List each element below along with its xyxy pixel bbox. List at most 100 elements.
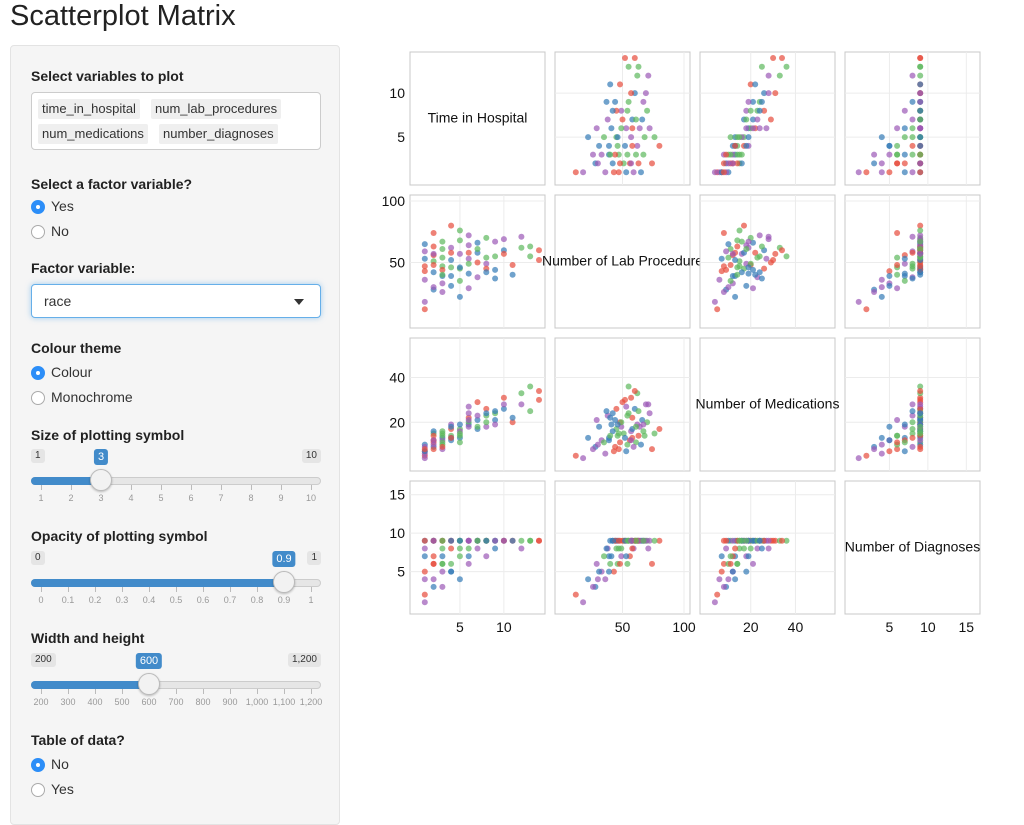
scatter-point <box>752 81 759 88</box>
scatter-point <box>871 446 878 453</box>
scatter-point <box>456 553 463 560</box>
scatter-point <box>917 98 924 105</box>
scatter-point <box>732 142 739 149</box>
scatter-point <box>474 412 481 419</box>
scatter-point <box>456 227 463 234</box>
variable-chip[interactable]: number_diagnoses <box>159 124 278 144</box>
scatter-point <box>909 98 916 105</box>
scatter-point <box>745 98 752 105</box>
factor-variable-select[interactable]: race <box>31 284 321 318</box>
scatter-point <box>729 537 736 544</box>
slider-tick <box>68 689 69 694</box>
colour-option-label: Colour <box>51 364 93 380</box>
scatter-point <box>909 151 916 158</box>
scatter-point <box>756 537 763 544</box>
scatter-point <box>590 151 596 158</box>
scatter-point <box>617 439 623 446</box>
slider-handle[interactable] <box>90 469 112 491</box>
scatter-point <box>609 160 616 167</box>
slider-tick-label: 300 <box>60 697 76 707</box>
scatter-point <box>590 583 596 590</box>
scatter-point <box>909 408 916 415</box>
matrix-panel: Time in Hospital <box>409 51 546 186</box>
scatter-point <box>527 243 534 250</box>
scatter-point <box>606 568 612 575</box>
slider-fill <box>31 681 149 689</box>
scatter-point <box>765 537 772 544</box>
scatter-point <box>909 412 916 419</box>
slider-tick-label: 3 <box>98 493 104 503</box>
opacity-slider[interactable]: 0 1 0.9 0 0.1 0.2 0.3 0.4 0.5 0.6 0.7 0.8 0.9 1 <box>31 551 321 607</box>
scatter-point <box>580 599 587 606</box>
slider-tick <box>311 689 312 694</box>
scatter-point <box>886 282 893 289</box>
scatter-point <box>917 125 924 132</box>
scatter-point <box>758 98 765 105</box>
scatter-point <box>894 262 901 268</box>
scatter-point <box>439 545 446 552</box>
scatter-point <box>585 434 592 441</box>
scatter-point <box>711 599 718 606</box>
scatter-point <box>629 125 636 132</box>
scatter-point <box>783 63 790 70</box>
variables-select-input[interactable]: time_in_hospital num_lab_procedures num_… <box>31 92 321 150</box>
slider-tick-label: 9 <box>278 493 284 503</box>
scatter-point <box>518 233 525 240</box>
scatter-point <box>736 545 743 552</box>
scatter-point <box>448 282 455 289</box>
scatter-point <box>734 151 741 158</box>
scatter-point <box>901 151 908 158</box>
scatter-point <box>509 262 516 268</box>
width-height-slider[interactable]: 200 1,200 600 200 300 400 500 600 700 800 900 1,… <box>31 653 322 709</box>
scatter-point <box>901 439 908 446</box>
scatter-point <box>483 405 490 412</box>
scatter-point <box>720 263 727 270</box>
factor-variable-label: Factor variable: <box>31 260 136 276</box>
scatter-point <box>629 545 636 552</box>
slider-handle[interactable] <box>138 673 160 695</box>
scatter-point <box>745 553 752 560</box>
radio-selected-icon <box>31 758 45 772</box>
variable-chip[interactable]: num_lab_procedures <box>151 99 282 119</box>
scatter-point <box>727 277 734 284</box>
scatter-point <box>754 254 761 261</box>
size-slider[interactable]: 1 10 3 1 2 3 4 5 6 7 8 9 10 <box>31 449 321 505</box>
scatter-point <box>649 560 655 567</box>
scatter-point <box>602 576 609 583</box>
scatter-point <box>656 537 663 544</box>
scatter-point <box>917 238 924 245</box>
variable-chip[interactable]: num_medications <box>38 124 148 144</box>
slider-tick <box>41 689 42 694</box>
matrix-panel <box>554 51 691 186</box>
scatter-point <box>430 284 437 291</box>
scatter-point <box>421 599 428 606</box>
slider-tick <box>122 587 123 592</box>
scatter-point <box>536 396 542 403</box>
variable-chip[interactable]: time_in_hospital <box>38 99 140 119</box>
slider-ticks: 1 2 3 4 5 6 7 8 9 10 <box>31 485 321 503</box>
slider-tick-label: 400 <box>87 697 103 707</box>
scatter-point <box>909 134 916 141</box>
scatter-point <box>602 450 609 457</box>
scatter-point <box>624 107 631 114</box>
scatter-point <box>430 441 437 448</box>
scatter-point <box>456 430 463 437</box>
scatter-point <box>734 560 741 567</box>
factor-question-label: Select a factor variable? <box>31 176 193 192</box>
scatter-point <box>465 285 472 292</box>
scatter-point <box>430 250 437 257</box>
slider-handle[interactable] <box>273 571 295 593</box>
scatter-point <box>492 238 499 245</box>
scatter-point <box>743 142 750 149</box>
scatter-point <box>723 545 730 552</box>
scatter-point <box>635 160 642 167</box>
slider-tick <box>95 689 96 694</box>
diagonal-label: Number of Medications <box>696 396 840 412</box>
scatter-point <box>430 583 437 590</box>
scatter-point <box>901 134 908 141</box>
scatter-point <box>536 257 542 263</box>
matrix-panel <box>409 337 546 472</box>
y-tick-label: 50 <box>389 255 405 271</box>
slider-tick <box>149 587 150 592</box>
scatter-point <box>610 568 617 575</box>
